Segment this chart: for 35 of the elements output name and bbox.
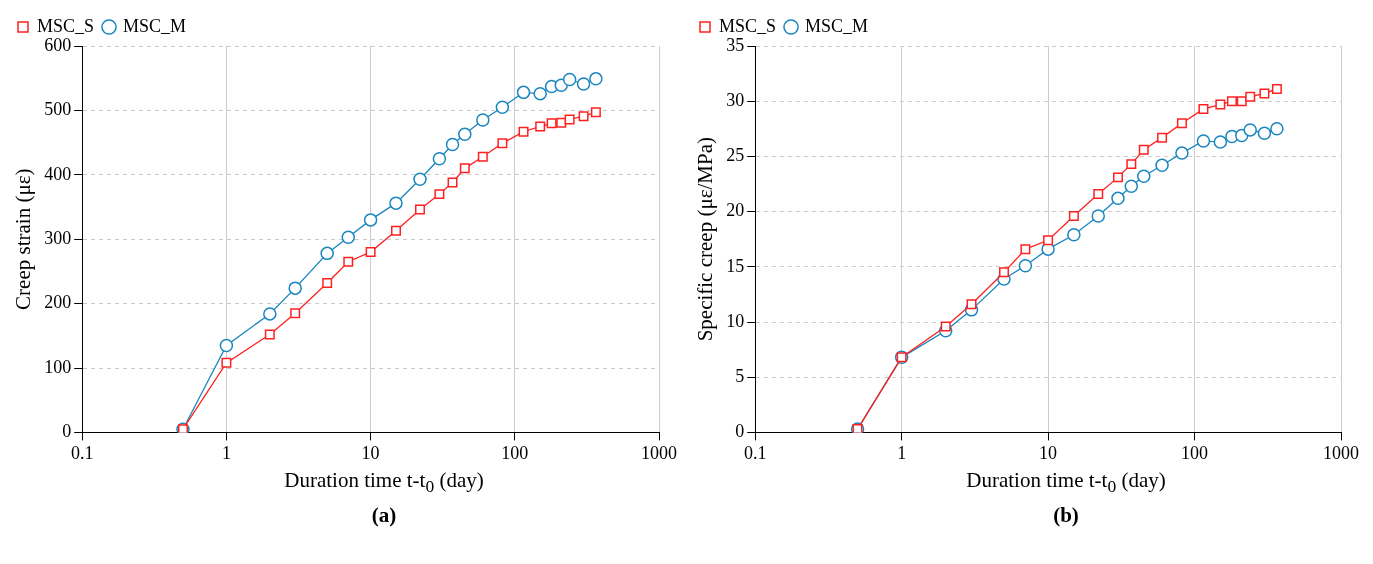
y-tick-label: 0 <box>62 421 72 442</box>
x-tick-label: 10 <box>1039 442 1058 463</box>
y-tick-label: 35 <box>726 34 745 55</box>
x-axis-title: Duration time t-t$_{0}$ (day) <box>965 468 1167 498</box>
y-tick-label: 600 <box>44 34 72 55</box>
x-tick-label: 1 <box>897 442 907 463</box>
x-tick-label: 10 <box>361 442 380 463</box>
x-tick-label: 1 <box>221 442 231 463</box>
y-tick-label: 5 <box>735 365 745 386</box>
text: (a) <box>370 503 398 529</box>
y-tick-label: 0 <box>735 421 745 442</box>
x-tick-label: 100 <box>501 442 529 463</box>
legend-label: MSC_M <box>123 15 187 36</box>
y-tick-label: 400 <box>44 163 72 184</box>
x-tick-label: 1000 <box>641 442 677 463</box>
y-axis-title: Creep strain (με) <box>11 168 36 310</box>
x-axis-title: Duration time t-t$_{0}$ (day) <box>283 468 485 498</box>
x-tick-label: 1000 <box>1323 442 1359 463</box>
y-tick-label: 30 <box>726 89 745 110</box>
legend-label: MSC_S <box>719 15 777 36</box>
y-tick-label: 10 <box>726 310 745 331</box>
y-tick-label: 100 <box>44 356 72 377</box>
x-tick-label: 0.1 <box>70 442 94 463</box>
y-tick-label: 15 <box>726 255 745 276</box>
y-tick-label: 500 <box>44 99 72 120</box>
text: (b) <box>1052 503 1080 529</box>
y-tick-label: 20 <box>726 200 745 221</box>
x-tick-label: 100 <box>1181 442 1209 463</box>
y-tick-label: 200 <box>44 292 72 313</box>
legend-label: MSC_S <box>37 15 95 36</box>
legend-label: MSC_M <box>805 15 869 36</box>
y-tick-label: 25 <box>726 145 745 166</box>
x-tick-label: 0.1 <box>743 442 767 463</box>
y-axis-title: Specific creep (με/MPa) <box>693 137 718 342</box>
y-tick-label: 300 <box>44 227 72 248</box>
